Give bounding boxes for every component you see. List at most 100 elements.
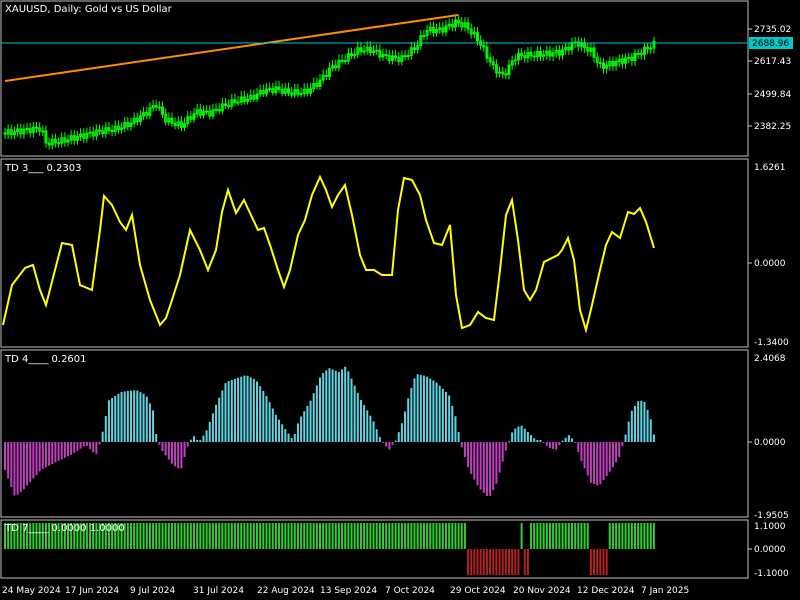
td4-bar (256, 381, 258, 442)
td4-bar (646, 409, 649, 442)
td4-bar (426, 376, 429, 442)
candle-body (296, 89, 300, 95)
candle-body (35, 126, 38, 129)
td4-bar (599, 442, 602, 485)
td7-bar-up (13, 523, 16, 549)
td7-bar-up (7, 523, 10, 549)
td7-bar-up (221, 523, 224, 549)
td7-bar-down (602, 549, 605, 575)
candle-body (274, 86, 278, 93)
price-tick: 2499.84 (754, 90, 791, 100)
td7-bar-up (303, 523, 306, 549)
candle-body (586, 46, 590, 52)
candle-body (224, 103, 227, 106)
td4-bar (577, 442, 580, 452)
td7-bar-up (454, 523, 457, 549)
td4-bar (303, 411, 306, 442)
td4-bar (249, 377, 252, 442)
candle-body (353, 53, 357, 57)
td4-bar (548, 442, 551, 449)
candle-body (309, 88, 313, 94)
td7-tick: 1.1000 (754, 522, 786, 532)
td4-bar (561, 440, 564, 442)
candle-body (507, 64, 511, 76)
td7-bar-up (634, 523, 636, 549)
candle-body (394, 55, 398, 59)
candle-body (110, 129, 114, 133)
td4-bar (70, 442, 73, 455)
candle-body (523, 55, 527, 59)
td7-bar-up (583, 523, 586, 549)
td7-bar-up (296, 523, 299, 549)
trendline[interactable] (4, 14, 459, 82)
td4-bar (73, 442, 76, 453)
td4-bar (35, 442, 38, 475)
candle-body (463, 22, 467, 28)
td7-bar-up (227, 523, 230, 549)
candle-body (148, 107, 152, 116)
candle-body (428, 26, 432, 32)
candle-body (520, 52, 524, 57)
candle-body (66, 139, 70, 143)
td4-bar (76, 442, 79, 451)
td4-tick: 2.4068 (754, 354, 786, 364)
td7-bar-up (463, 523, 466, 549)
td4-bar (624, 434, 627, 442)
candle-body (494, 64, 498, 74)
td4-bar (555, 442, 558, 450)
candle-body (624, 57, 628, 64)
td4-bar (136, 390, 139, 442)
date-tick: 20 Nov 2024 (513, 586, 571, 596)
td7-bar-up (199, 523, 202, 549)
td7-bar-up (580, 523, 583, 549)
td4-label: TD 4____ 0.2601 (4, 354, 87, 365)
td7-bar-up (555, 523, 558, 549)
td7-bar-up (394, 523, 397, 549)
td7-bar-up (287, 523, 290, 549)
candle-body (321, 74, 325, 81)
td4-bar (322, 373, 325, 442)
candle-body (350, 53, 353, 57)
candle-body (501, 71, 505, 75)
td7-bar-up (438, 523, 441, 549)
td4-bar (278, 419, 281, 442)
td4-bar (596, 442, 599, 486)
candle-body (252, 94, 256, 100)
current-price-value: 2688.96 (752, 39, 789, 49)
td7-bar-up (189, 523, 192, 549)
td7-bar-up (193, 523, 195, 549)
candle-body (602, 62, 605, 69)
td7-bar-up (325, 523, 328, 549)
td7-bar-up (256, 523, 258, 549)
candle-body (438, 27, 442, 31)
candle-body (633, 52, 637, 61)
candle-body (636, 52, 640, 55)
td4-bar (32, 442, 35, 479)
td3-pane[interactable] (0, 158, 749, 348)
td7-bar-up (167, 523, 170, 549)
candle-body (457, 19, 461, 24)
td4-bar (126, 391, 129, 442)
td7-bar-up (586, 523, 589, 549)
td4-bar (139, 392, 142, 442)
td4-bar (265, 395, 268, 442)
main-pane[interactable] (0, 0, 749, 157)
candle-body (469, 28, 473, 35)
td4-bar (193, 436, 195, 442)
td7-bar-down (495, 549, 498, 575)
td4-bar (60, 442, 63, 460)
td4-bar (177, 442, 180, 469)
price-tick: 2382.25 (754, 122, 791, 132)
current-price-tag (749, 37, 793, 49)
td7-bar-down (470, 549, 473, 575)
td7-bar-up (419, 523, 422, 549)
td7-bar-up (215, 523, 218, 549)
td7-bar-up (51, 523, 54, 549)
td4-bar (246, 375, 249, 442)
td7-bar-up (574, 523, 577, 549)
candle-body (595, 56, 599, 63)
td7-bar-up (164, 523, 167, 549)
td4-pane[interactable] (0, 349, 749, 518)
td7-bar-down (479, 549, 482, 575)
